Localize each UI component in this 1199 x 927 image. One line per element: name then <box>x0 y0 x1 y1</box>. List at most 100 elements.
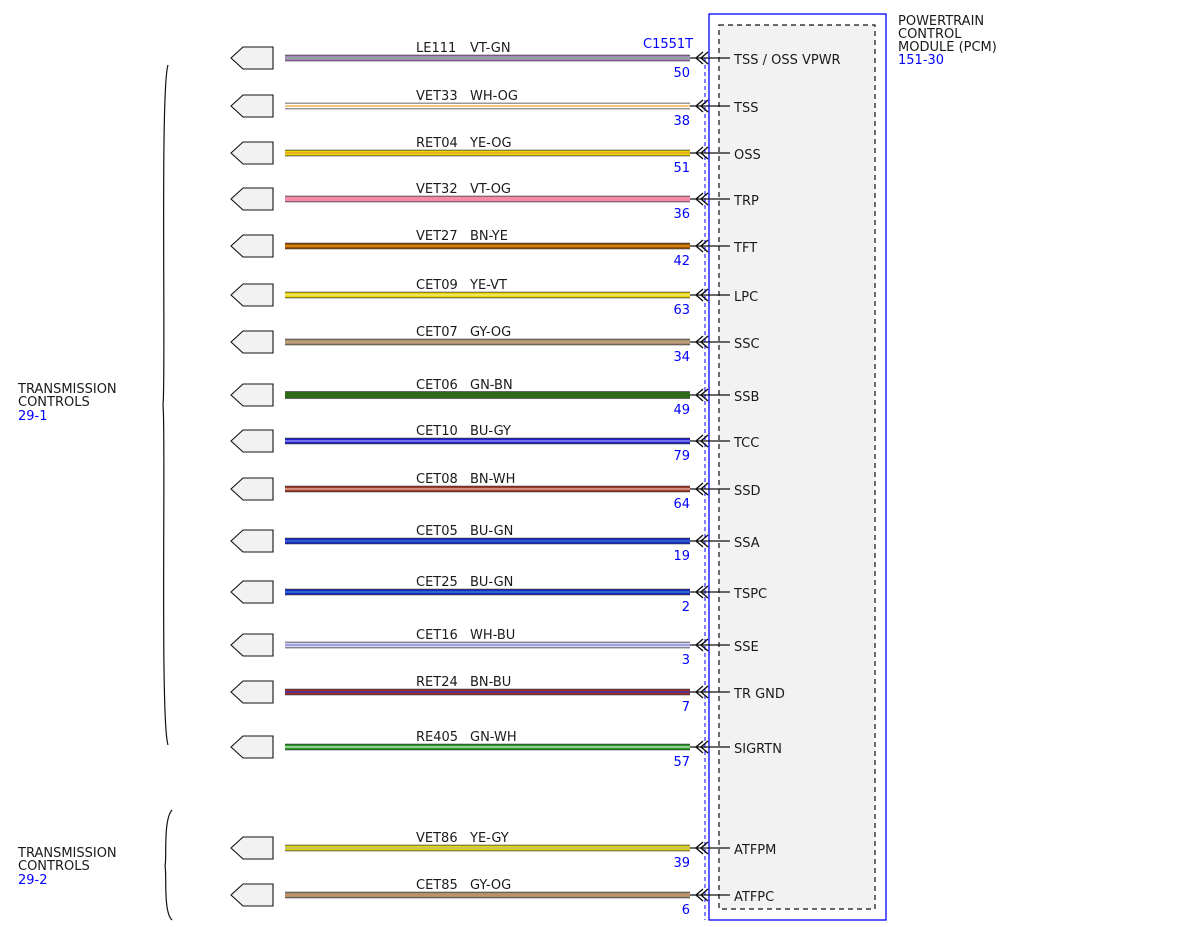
inline-connector-icon[interactable] <box>230 234 274 258</box>
pin-arrow-icon <box>699 51 709 65</box>
pin-arrow-icon <box>699 434 709 448</box>
wire-row: CET08 BN-WH 64 SSD <box>230 472 761 512</box>
wire-row: VET86 YE-GY 39 ATFPM <box>230 831 776 871</box>
wire-color-code: WH-BU <box>470 628 515 643</box>
wire-color-code: YE-GY <box>469 831 509 846</box>
pin-arrow-icon <box>694 888 704 902</box>
pin-number: 64 <box>673 497 690 512</box>
wire-circuit-label: VET33 <box>416 89 458 104</box>
pin-number: 39 <box>673 856 690 871</box>
pcm-signal-label: LPC <box>734 290 758 305</box>
wire-row: RET24 BN-BU 7 TR GND <box>230 675 785 715</box>
inline-connector-icon[interactable] <box>230 529 274 553</box>
pcm-reference-link[interactable]: 151-30 <box>898 53 944 68</box>
pin-arrow-icon <box>694 146 704 160</box>
pcm-module-body <box>718 24 876 910</box>
wire-color-code: YE-OG <box>469 136 512 151</box>
wire-row: RE405 GN-WH 57 SIGRTN <box>230 730 782 770</box>
wire-color-code: VT-GN <box>470 41 511 56</box>
wire-circuit-label: RET24 <box>416 675 458 690</box>
pin-arrow-icon <box>694 841 704 855</box>
wire-circuit-label: CET25 <box>416 575 458 590</box>
pin-arrow-icon <box>699 888 709 902</box>
wire-color-code: GN-BN <box>470 378 513 393</box>
group-2-brace <box>164 809 173 921</box>
pcm-signal-label: ATFPC <box>734 890 774 905</box>
pin-number: 79 <box>673 449 690 464</box>
pin-number: 42 <box>673 254 690 269</box>
wire-row: CET10 BU-GY 79 TCC <box>230 424 759 464</box>
inline-connector-icon[interactable] <box>230 94 274 118</box>
group-1-reference-link[interactable]: 29-1 <box>18 409 48 424</box>
pcm-signal-label: TSS <box>733 101 758 116</box>
group-1-brace <box>162 64 169 746</box>
pin-number: 34 <box>673 350 690 365</box>
wire-color-code: GY-OG <box>470 878 511 893</box>
wire-circuit-label: CET09 <box>416 278 458 293</box>
pcm-signal-label: SSC <box>734 337 760 352</box>
pin-number: 36 <box>673 207 690 222</box>
wire-circuit-label: CET85 <box>416 878 458 893</box>
wire-row: CET06 GN-BN 49 SSB <box>230 378 759 418</box>
inline-connector-icon[interactable] <box>230 883 274 907</box>
pin-arrow-icon <box>694 51 704 65</box>
pin-arrow-icon <box>699 534 709 548</box>
inline-connector-icon[interactable] <box>230 680 274 704</box>
pin-arrow-icon <box>694 388 704 402</box>
pin-arrow-icon <box>699 841 709 855</box>
wire-circuit-label: VET27 <box>416 229 458 244</box>
wire-color-code: BN-YE <box>470 229 508 244</box>
inline-connector-icon[interactable] <box>230 187 274 211</box>
group-2-label-line-2: CONTROLS <box>18 859 90 874</box>
wire-row: VET32 VT-OG 36 TRP <box>230 182 759 222</box>
wire-color-code: BU-GN <box>470 575 513 590</box>
pin-arrow-icon <box>694 685 704 699</box>
wire-color-code: BU-GN <box>470 524 513 539</box>
pin-arrow-icon <box>694 99 704 113</box>
wire-circuit-label: CET10 <box>416 424 458 439</box>
pin-number: 50 <box>673 66 690 81</box>
pin-number: 51 <box>673 161 690 176</box>
pcm-signal-label: TSS / OSS VPWR <box>733 53 841 68</box>
pin-arrow-icon <box>694 638 704 652</box>
wire-circuit-label: CET06 <box>416 378 458 393</box>
inline-connector-icon[interactable] <box>230 477 274 501</box>
pcm-module-outline <box>708 13 887 921</box>
wire-row: CET16 WH-BU 3 SSE <box>230 628 759 668</box>
wire-circuit-label: CET08 <box>416 472 458 487</box>
inline-connector-icon[interactable] <box>230 46 274 70</box>
wire-row: CET05 BU-GN 19 SSA <box>230 524 760 564</box>
pcm-signal-label: TFT <box>733 241 757 256</box>
inline-connector-icon[interactable] <box>230 330 274 354</box>
inline-connector-icon[interactable] <box>230 383 274 407</box>
pcm-signal-label: SIGRTN <box>734 742 782 757</box>
inline-connector-icon[interactable] <box>230 580 274 604</box>
wire-color-code: BN-BU <box>470 675 511 690</box>
inline-connector-icon[interactable] <box>230 283 274 307</box>
wire-row: VET33 WH-OG 38 TSS <box>230 89 758 129</box>
group-2-reference-link[interactable]: 29-2 <box>18 873 48 888</box>
wire-circuit-label: VET86 <box>416 831 458 846</box>
wire-color-code: GY-OG <box>470 325 511 340</box>
pcm-title-line-1: POWERTRAIN <box>898 14 984 29</box>
inline-connector-icon[interactable] <box>230 429 274 453</box>
pin-arrow-icon <box>699 740 709 754</box>
wire-rows: LE111 VT-GN 50 TSS / OSS VPWR VET33 WH-OG 38 TS… <box>230 41 841 918</box>
wire-row: LE111 VT-GN 50 TSS / OSS VPWR <box>230 41 841 81</box>
group-2-label-line-1: TRANSMISSION <box>17 846 117 861</box>
inline-connector-icon[interactable] <box>230 836 274 860</box>
wire-row: VET27 BN-YE 42 TFT <box>230 229 757 269</box>
pin-arrow-icon <box>699 146 709 160</box>
wire-circuit-label: CET07 <box>416 325 458 340</box>
inline-connector-icon[interactable] <box>230 633 274 657</box>
wire-row: CET07 GY-OG 34 SSC <box>230 325 760 365</box>
wire-row: CET85 GY-OG 6 ATFPC <box>230 878 774 918</box>
wire-circuit-label: VET32 <box>416 182 458 197</box>
wire-color-code: YE-VT <box>469 278 507 293</box>
inline-connector-icon[interactable] <box>230 735 274 759</box>
pin-arrow-icon <box>694 534 704 548</box>
inline-connector-icon[interactable] <box>230 141 274 165</box>
pin-arrow-icon <box>699 482 709 496</box>
wire-circuit-label: CET05 <box>416 524 458 539</box>
